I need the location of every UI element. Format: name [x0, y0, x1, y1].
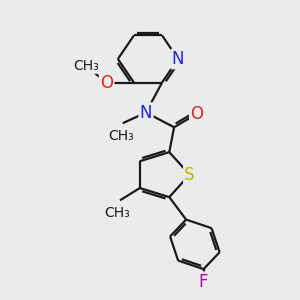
Text: O: O: [190, 105, 203, 123]
Text: O: O: [100, 74, 113, 92]
Text: CH₃: CH₃: [73, 59, 99, 73]
Text: F: F: [199, 273, 208, 291]
Text: CH₃: CH₃: [104, 206, 130, 220]
Text: S: S: [184, 166, 195, 184]
Text: N: N: [140, 103, 152, 122]
Text: N: N: [172, 50, 184, 68]
Text: CH₃: CH₃: [109, 129, 134, 143]
